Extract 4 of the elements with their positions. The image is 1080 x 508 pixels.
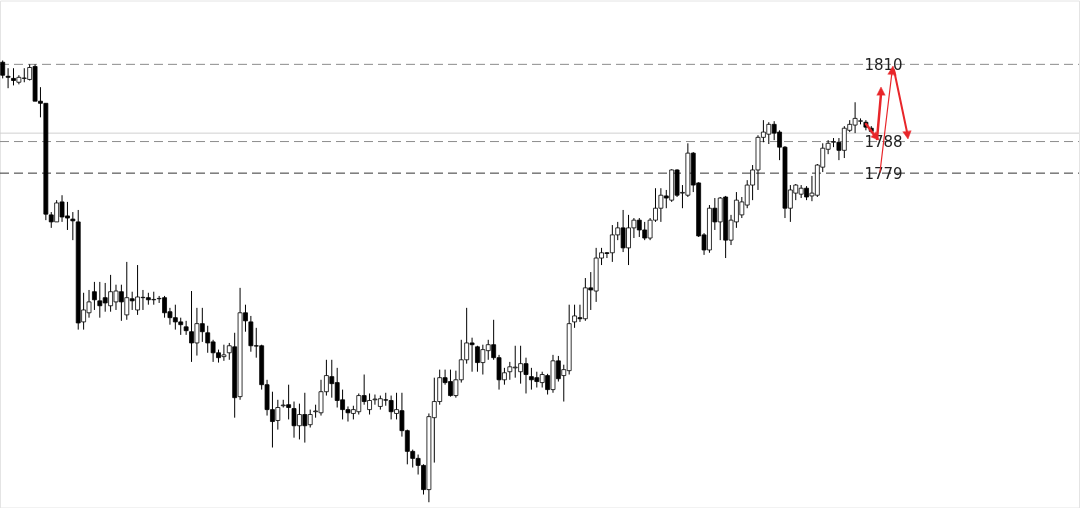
candlestick (183, 320, 189, 336)
y-tick-label: 1810 (864, 55, 903, 74)
candlestick (5, 67, 11, 89)
candlestick (92, 281, 97, 311)
